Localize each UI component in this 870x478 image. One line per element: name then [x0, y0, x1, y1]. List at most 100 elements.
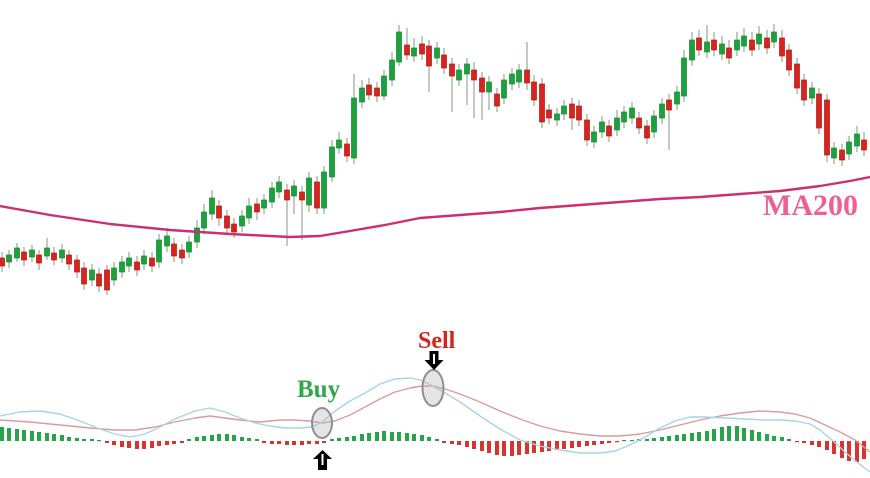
candle-up — [336, 139, 342, 149]
candle-down — [21, 251, 27, 261]
hist-bar-up — [435, 439, 439, 441]
hist-bar-up — [412, 434, 416, 441]
hist-bar-down — [487, 441, 491, 453]
hist-bar-down — [810, 441, 814, 445]
hist-bar-up — [187, 439, 191, 441]
hist-bar-down — [825, 441, 829, 450]
candle-up — [741, 35, 747, 47]
candle-up — [464, 63, 470, 75]
candle-down — [666, 99, 672, 111]
hist-bar-down — [802, 441, 806, 443]
buy-arrow-slit — [321, 454, 324, 465]
candle-down — [81, 267, 87, 285]
candle-up — [306, 177, 312, 206]
candle-down — [839, 149, 845, 161]
candle-up — [591, 131, 597, 143]
hist-bar-up — [667, 436, 671, 441]
candle-up — [126, 257, 132, 267]
candle-up — [111, 267, 117, 281]
candle-up — [704, 41, 710, 53]
hist-bar-down — [315, 441, 319, 444]
hist-bar-down — [322, 441, 326, 443]
hist-bar-up — [22, 430, 26, 441]
hist-bar-up — [60, 435, 64, 441]
candle-down — [644, 125, 650, 139]
hist-bar-up — [30, 431, 34, 441]
candle-wick — [481, 72, 483, 120]
candle-down — [374, 87, 380, 97]
candle-down — [494, 93, 500, 107]
candle-up — [396, 31, 402, 63]
hist-bar-down — [112, 441, 116, 445]
hist-bar-down — [510, 441, 514, 456]
hist-bar-down — [862, 441, 866, 459]
hist-bar-down — [307, 441, 311, 444]
candle-down — [134, 261, 140, 271]
sell-label: Sell — [418, 328, 456, 354]
hist-bar-up — [780, 437, 784, 441]
candle-up — [209, 197, 215, 215]
hist-bar-down — [615, 441, 619, 443]
hist-bar-up — [652, 438, 656, 441]
hist-bar-down — [855, 441, 859, 462]
candle-down — [711, 39, 717, 51]
candle-up — [831, 147, 837, 159]
candle-down — [366, 84, 372, 96]
candle-down — [344, 143, 350, 157]
hist-bar-down — [292, 441, 296, 445]
hist-bar-up — [345, 437, 349, 441]
hist-bar-down — [180, 441, 184, 443]
hist-bar-up — [675, 435, 679, 441]
hist-bar-up — [210, 435, 214, 441]
candle-down — [696, 37, 702, 51]
hist-bar-down — [105, 441, 109, 443]
candle-up — [381, 75, 387, 97]
macd-panel: Buy Sell — [0, 328, 870, 473]
candle-down — [576, 105, 582, 121]
candle-wick — [706, 25, 708, 58]
candle-up — [756, 33, 762, 45]
candle-down — [404, 44, 410, 56]
hist-bar-down — [165, 441, 169, 445]
hist-bar-up — [367, 433, 371, 441]
buy-label: Buy — [297, 376, 341, 403]
candle-down — [0, 257, 5, 267]
hist-bar-down — [600, 441, 604, 444]
hist-bar-up — [757, 432, 761, 441]
hist-bar-up — [360, 434, 364, 441]
candle-up — [719, 43, 725, 55]
hist-bar-down — [585, 441, 589, 446]
hist-bar-up — [645, 439, 649, 441]
candle-up — [276, 181, 282, 193]
candle-down — [539, 83, 545, 123]
candle-up — [486, 81, 492, 93]
hist-bar-down — [450, 441, 454, 444]
hist-bar-down — [127, 441, 131, 448]
candle-down — [216, 205, 222, 219]
candle-down — [779, 37, 785, 57]
hist-bar-up — [720, 427, 724, 441]
signal-annotations — [311, 351, 445, 470]
hist-bar-down — [495, 441, 499, 455]
candle-wick — [293, 180, 295, 214]
candle-down — [606, 125, 612, 137]
hist-bar-down — [270, 441, 274, 444]
sell-arrow-slit — [433, 354, 435, 364]
candle-wicks — [1, 24, 865, 295]
hist-bar-down — [157, 441, 161, 446]
candle-up — [561, 105, 567, 115]
candle-down — [636, 117, 642, 129]
hist-bar-up — [45, 433, 49, 441]
hist-bar-up — [735, 426, 739, 441]
candle-up — [186, 241, 192, 253]
hist-bar-up — [420, 435, 424, 441]
hist-bar-up — [397, 432, 401, 441]
hist-bar-down — [442, 441, 446, 443]
hist-bar-up — [90, 439, 94, 441]
candle-down — [569, 103, 575, 119]
candle-down — [96, 273, 102, 287]
hist-bar-down — [795, 441, 799, 443]
candle-down — [726, 47, 732, 59]
candle-up — [389, 59, 395, 81]
candle-down — [51, 252, 57, 261]
